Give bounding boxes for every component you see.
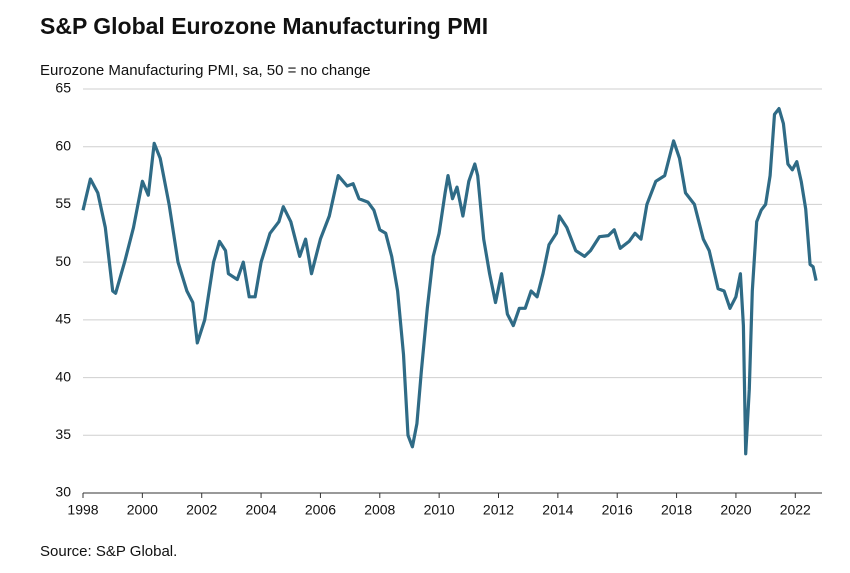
chart-title: S&P Global Eurozone Manufacturing PMI [40,13,488,39]
x-tick-label: 2022 [780,502,811,518]
x-tick-label: 2018 [661,502,692,518]
y-tick-label: 65 [55,80,71,96]
x-tick-label: 2004 [245,502,276,518]
x-tick-label: 2012 [483,502,514,518]
x-tick-label: 2020 [720,502,751,518]
x-tick-label: 2016 [602,502,633,518]
y-tick-label: 30 [55,484,71,500]
chart-subtitle: Eurozone Manufacturing PMI, sa, 50 = no … [40,62,371,79]
source-note: Source: S&P Global. [40,543,177,560]
x-tick-label: 2002 [186,502,217,518]
x-tick-label: 2014 [542,502,573,518]
y-tick-label: 50 [55,253,71,269]
x-tick-label: 1998 [67,502,98,518]
y-tick-label: 55 [55,195,71,211]
x-tick-label: 2008 [364,502,395,518]
x-tick-label: 2010 [424,502,455,518]
y-tick-label: 60 [55,137,71,153]
data-line [81,107,818,456]
x-tick-label: 2006 [305,502,336,518]
x-tick-label: 2000 [127,502,158,518]
y-tick-label: 35 [55,426,71,442]
y-tick-label: 40 [55,368,71,384]
y-tick-label: 45 [55,311,71,327]
